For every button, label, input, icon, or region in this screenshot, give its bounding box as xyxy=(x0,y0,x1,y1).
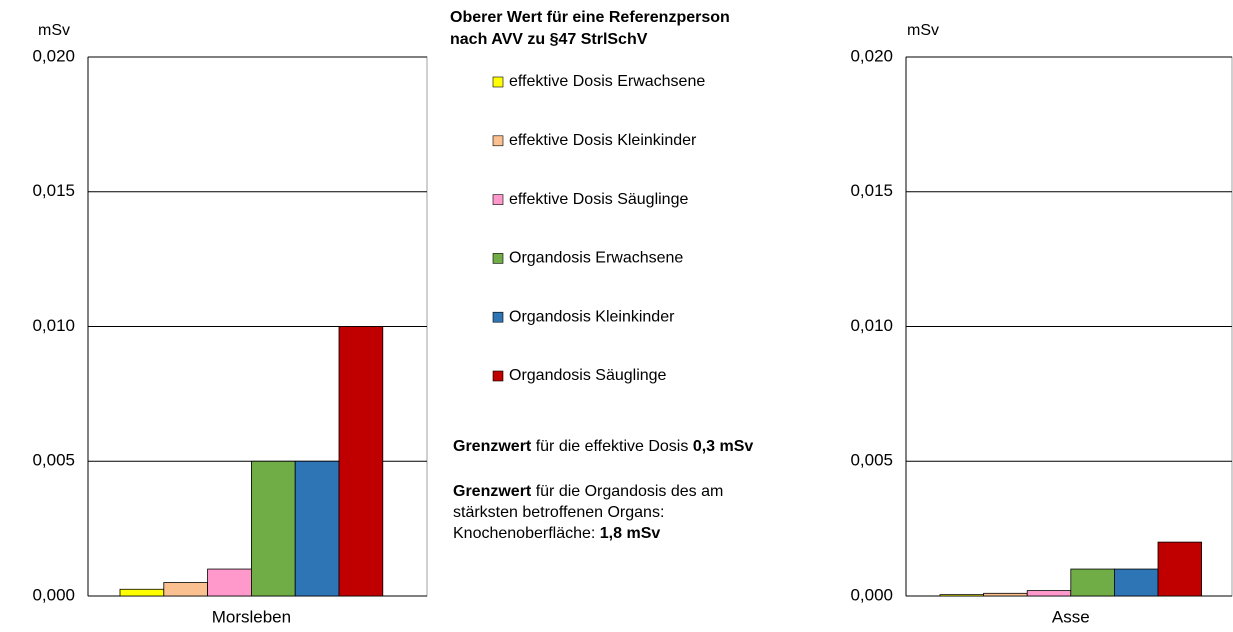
note: stärksten betroffenen Organs: xyxy=(453,504,664,521)
note: Grenzwert für die Organdosis des am xyxy=(453,483,723,500)
legend-swatch xyxy=(492,253,504,264)
bar xyxy=(338,326,384,597)
legend-swatch xyxy=(492,194,504,205)
note-part: Grenzwert xyxy=(453,483,532,500)
bar xyxy=(983,592,1028,597)
y-tick-label: 0,020 xyxy=(850,46,893,65)
legend-swatch xyxy=(492,311,504,323)
note-part: 0,3 mSv xyxy=(693,438,754,455)
x-tick-label: Morsleben xyxy=(212,607,291,626)
y-tick-label: 0,000 xyxy=(32,585,75,604)
y-tick-label: 0,005 xyxy=(850,451,893,470)
note: Grenzwert für die effektive Dosis 0,3 mS… xyxy=(453,438,753,455)
unit-label: mSv xyxy=(38,22,70,39)
bar xyxy=(1157,541,1202,597)
y-tick-label: 0,015 xyxy=(32,181,75,200)
y-tick-label: 0,010 xyxy=(850,316,893,335)
y-tick-label: 0,005 xyxy=(32,451,75,470)
legend-label: Organdosis Kleinkinder xyxy=(509,308,675,325)
legend-label: effektive Dosis Säuglinge xyxy=(509,191,688,208)
note-part: stärksten betroffenen Organs: xyxy=(453,504,664,521)
bar xyxy=(1114,568,1159,597)
legend-label: effektive Dosis Erwachsene xyxy=(509,73,705,90)
note-part: für die effektive Dosis xyxy=(531,438,693,455)
bar xyxy=(1070,568,1115,597)
note: Knochenoberfläche: 1,8 mSv xyxy=(453,525,660,542)
y-tick-label: 0,020 xyxy=(32,46,75,65)
legend-title: Oberer Wert für eine Referenzperson xyxy=(450,9,730,26)
y-tick-label: 0,000 xyxy=(850,585,893,604)
unit-label: mSv xyxy=(907,22,939,39)
legend-swatch xyxy=(492,370,504,382)
bar xyxy=(163,582,209,597)
bar xyxy=(207,568,252,597)
legend-label: Organdosis Erwachsene xyxy=(509,250,683,267)
bar xyxy=(250,460,296,597)
bar xyxy=(939,594,984,597)
legend-swatch xyxy=(492,135,504,147)
bar xyxy=(119,588,165,597)
y-tick-label: 0,010 xyxy=(32,316,75,335)
bar xyxy=(294,460,340,597)
note-part: Grenzwert xyxy=(453,438,532,455)
note-part: 1,8 mSv xyxy=(600,525,661,542)
y-tick-label: 0,015 xyxy=(850,181,893,200)
note-part: Knochenoberfläche: xyxy=(453,525,600,542)
legend-label: Organdosis Säuglinge xyxy=(509,367,667,384)
legend-title: nach AVV zu §47 StrlSchV xyxy=(450,31,648,48)
note-part: für die Organdosis des am xyxy=(531,483,723,500)
legend-label: effektive Dosis Kleinkinder xyxy=(509,132,697,149)
legend-swatch xyxy=(492,76,504,88)
x-tick-label: Asse xyxy=(1052,607,1090,626)
bar xyxy=(1026,590,1072,597)
